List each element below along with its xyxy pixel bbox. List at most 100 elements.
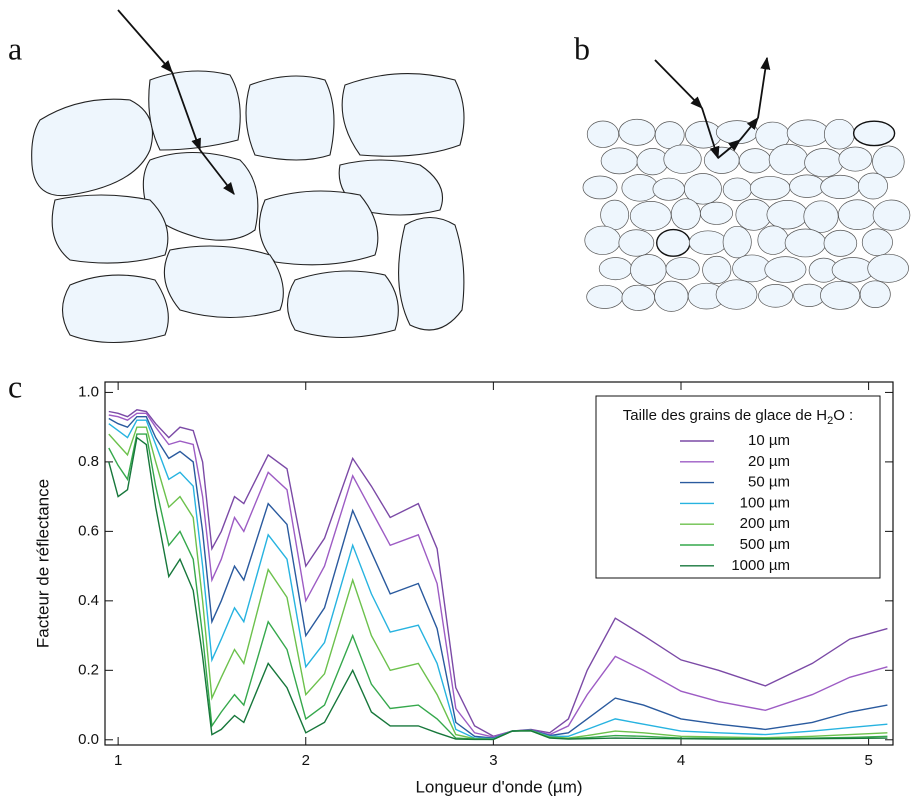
legend-label: 1000 µm xyxy=(731,557,790,574)
grain xyxy=(831,257,874,283)
grain xyxy=(715,120,759,145)
grain xyxy=(823,118,855,150)
grain xyxy=(784,228,827,258)
grain xyxy=(636,148,669,176)
grain xyxy=(823,229,858,257)
grain xyxy=(31,98,154,197)
grain xyxy=(685,120,722,149)
grain xyxy=(820,280,861,310)
legend-label: 20 µm xyxy=(748,453,790,470)
grain xyxy=(872,199,911,231)
grain xyxy=(621,284,655,311)
grain xyxy=(758,284,793,308)
grain xyxy=(61,274,169,344)
y-tick-label: 0.2 xyxy=(78,661,99,678)
legend-box xyxy=(595,395,881,579)
series-line xyxy=(108,419,888,740)
grain xyxy=(867,253,909,283)
grain xyxy=(51,194,169,264)
arrow xyxy=(757,56,771,119)
series-line xyxy=(108,412,888,738)
grain xyxy=(598,257,633,281)
grain xyxy=(789,174,825,198)
y-tick-label: 1.0 xyxy=(78,383,99,400)
grain xyxy=(663,144,702,174)
grain xyxy=(766,200,808,230)
x-axis-label: Longueur d'onde (µm) xyxy=(415,777,582,796)
x-tick-label: 4 xyxy=(677,752,685,769)
grain xyxy=(629,201,672,231)
grain xyxy=(786,119,830,147)
grain xyxy=(688,230,728,255)
grain xyxy=(757,225,789,255)
grain xyxy=(618,118,656,146)
grain xyxy=(852,120,896,147)
grain xyxy=(670,198,701,230)
grain xyxy=(749,176,791,201)
legend-label: 50 µm xyxy=(748,474,790,491)
grain xyxy=(764,256,807,283)
arrow xyxy=(654,59,703,109)
grain xyxy=(702,255,732,284)
arrow xyxy=(717,139,741,159)
grain xyxy=(683,173,722,205)
grain xyxy=(586,120,620,148)
series-line xyxy=(108,433,888,741)
grain xyxy=(618,229,655,257)
y-tick-label: 0.6 xyxy=(78,522,99,539)
grain xyxy=(584,225,621,255)
grain xyxy=(652,177,685,201)
panel-label: a xyxy=(8,30,22,66)
grain xyxy=(858,172,888,200)
series-line xyxy=(108,416,888,739)
grain xyxy=(654,280,689,312)
grain xyxy=(703,146,740,174)
panel-label: c xyxy=(8,368,22,404)
grain xyxy=(665,257,700,281)
series-line xyxy=(108,409,888,738)
legend-label: 200 µm xyxy=(740,515,790,532)
legend-label: 10 µm xyxy=(748,432,790,449)
panel-a xyxy=(31,9,465,344)
x-tick-label: 5 xyxy=(864,752,872,769)
grain xyxy=(258,190,379,266)
y-axis-label: Facteur de réflectance xyxy=(33,479,52,648)
grain xyxy=(838,146,873,172)
grain xyxy=(600,199,630,231)
arrow xyxy=(739,117,759,141)
panel-b xyxy=(582,56,911,312)
grain xyxy=(803,200,839,233)
panel-label: b xyxy=(574,30,590,66)
y-tick-label: 0.0 xyxy=(78,731,99,748)
x-tick-label: 1 xyxy=(114,752,122,769)
arrow xyxy=(171,71,201,152)
grain xyxy=(656,228,691,257)
grain xyxy=(735,198,772,231)
grain xyxy=(859,280,891,308)
grain xyxy=(654,121,685,149)
legend-label: 100 µm xyxy=(740,494,790,511)
grain xyxy=(341,73,465,157)
y-tick-label: 0.4 xyxy=(78,592,99,609)
grain xyxy=(872,145,905,178)
grain xyxy=(582,175,618,200)
plot xyxy=(104,381,894,746)
grain xyxy=(245,75,335,161)
grain xyxy=(600,147,638,175)
grain xyxy=(804,148,844,178)
arrow xyxy=(117,9,173,73)
grain xyxy=(738,148,772,174)
grain xyxy=(286,270,399,338)
grain xyxy=(715,279,758,310)
grain xyxy=(163,245,284,318)
x-tick-label: 2 xyxy=(302,752,310,769)
series-line xyxy=(108,436,888,741)
legend-title: Taille des grains de glace de H2O : xyxy=(623,407,853,427)
arrow xyxy=(701,107,720,160)
y-tick-label: 0.8 xyxy=(78,453,99,470)
grain xyxy=(586,284,624,309)
grain xyxy=(722,177,752,202)
plot-frame xyxy=(104,381,894,746)
grain xyxy=(838,199,877,230)
